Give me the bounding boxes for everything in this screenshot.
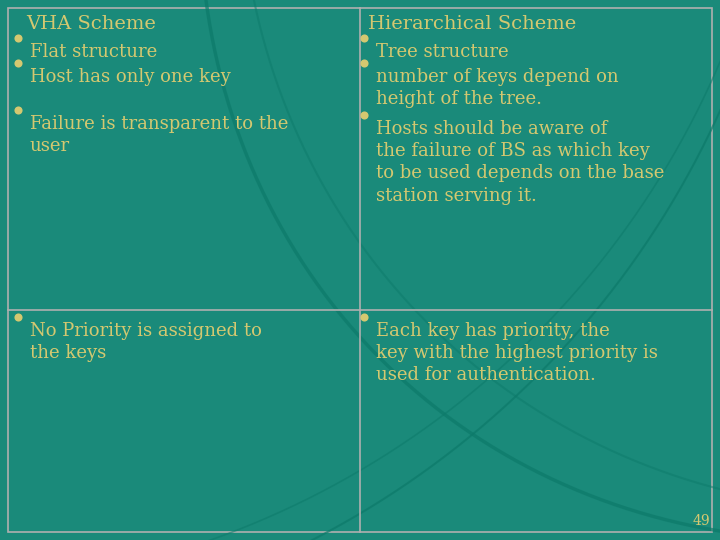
Text: Host has only one key: Host has only one key <box>30 68 230 86</box>
Text: number of keys depend on
height of the tree.: number of keys depend on height of the t… <box>376 68 618 108</box>
Text: Failure is transparent to the
user: Failure is transparent to the user <box>30 115 288 155</box>
Text: VHA Scheme: VHA Scheme <box>26 15 156 33</box>
Text: Hosts should be aware of
the failure of BS as which key
to be used depends on th: Hosts should be aware of the failure of … <box>376 120 664 205</box>
Text: No Priority is assigned to
the keys: No Priority is assigned to the keys <box>30 322 261 362</box>
Text: Hierarchical Scheme: Hierarchical Scheme <box>368 15 576 33</box>
Text: Flat structure: Flat structure <box>30 43 157 61</box>
Text: Tree structure: Tree structure <box>376 43 508 61</box>
Text: Each key has priority, the
key with the highest priority is
used for authenticat: Each key has priority, the key with the … <box>376 322 657 384</box>
Text: 49: 49 <box>693 514 710 528</box>
